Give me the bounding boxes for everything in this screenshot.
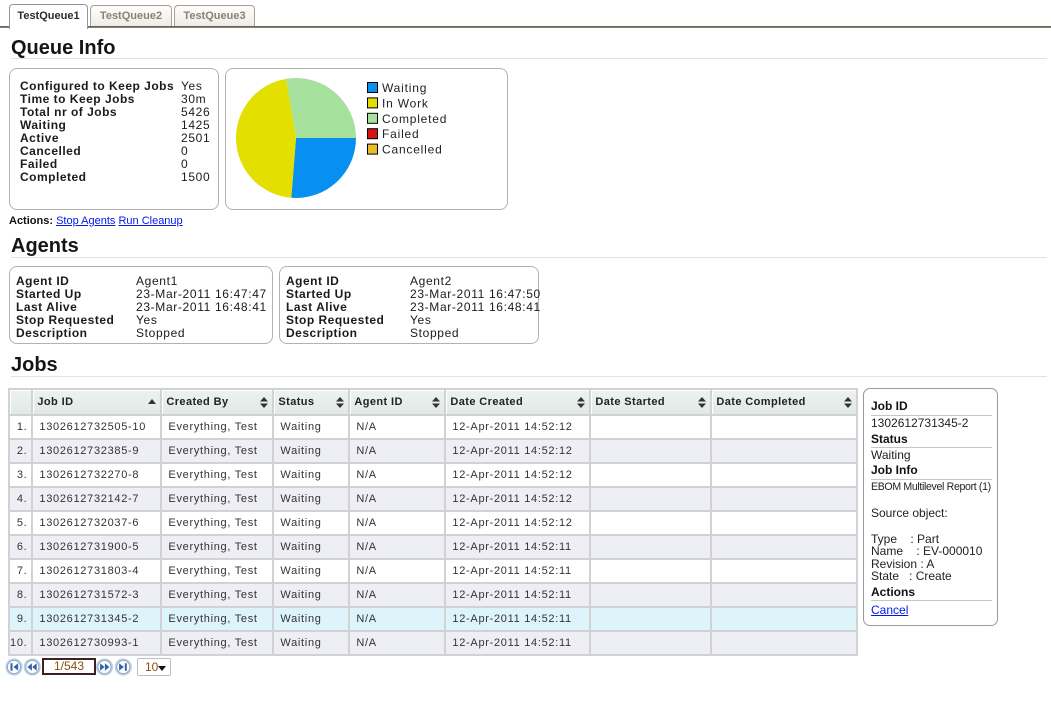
svg-text:Waiting: Waiting [382,81,427,95]
svg-text:Completed: Completed [382,112,447,126]
svg-text:In Work: In Work [382,96,429,110]
svg-text:Failed: Failed [382,127,419,141]
svg-text:Cancelled: Cancelled [382,143,443,157]
